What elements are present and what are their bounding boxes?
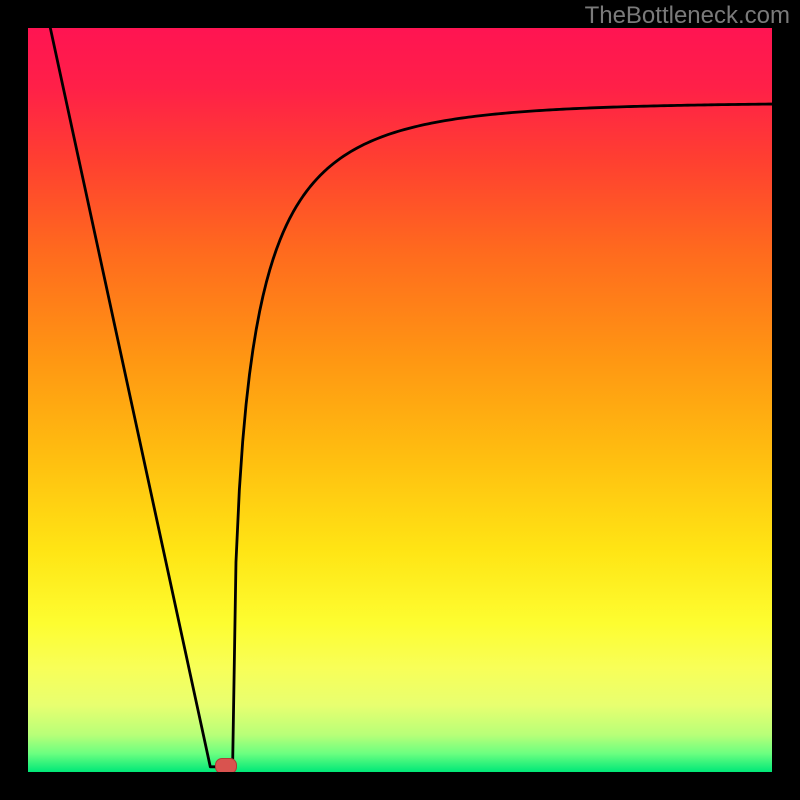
optimal-point-marker bbox=[215, 758, 237, 772]
bottleneck-curve bbox=[28, 28, 772, 772]
plot-area bbox=[28, 28, 772, 772]
watermark-text: TheBottleneck.com bbox=[585, 2, 790, 30]
